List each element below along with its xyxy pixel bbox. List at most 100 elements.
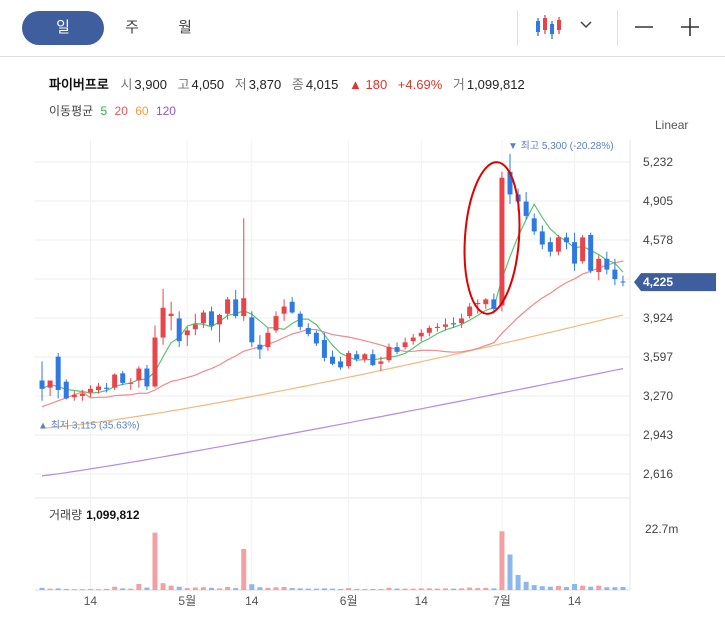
candle-down [531, 218, 537, 232]
candle-up [47, 380, 53, 388]
x-tick-label: 14 [84, 594, 98, 608]
volume-bar [128, 588, 134, 590]
candle-down [313, 332, 319, 344]
current-price-tag [634, 273, 716, 292]
volume-bar [580, 585, 586, 590]
volume-bar [410, 588, 416, 590]
volume-bar [313, 588, 319, 590]
x-tick-label: 7월 [493, 594, 511, 608]
candle-down [208, 311, 214, 326]
low-value: 3,870 [248, 77, 282, 92]
candle-up [362, 354, 368, 360]
volume-bar [394, 588, 400, 590]
toolbar-divider [617, 10, 618, 46]
candle-up [596, 258, 602, 272]
annotation-circle [463, 161, 521, 315]
ma-20-label: 20 [114, 104, 128, 118]
x-tick-label: 14 [568, 594, 582, 608]
plus-icon[interactable] [678, 12, 702, 44]
volume-bar [451, 588, 457, 590]
volume-bar [160, 583, 166, 590]
candle-down [104, 387, 110, 389]
candle-down [289, 301, 295, 313]
candle-up [475, 302, 481, 305]
volume-bar [588, 586, 594, 590]
candle-down [394, 347, 400, 352]
candle-down [63, 381, 69, 399]
close-value: 4,015 [305, 77, 339, 92]
candle-down [297, 313, 303, 327]
volume-bar [55, 588, 61, 590]
change-percent: +4.69% [397, 77, 443, 92]
candle-down [39, 380, 45, 389]
volume-bar [539, 586, 545, 590]
y-tick-label: 4,578 [643, 233, 673, 247]
ma-60-line [41, 314, 624, 429]
open-value: 3,900 [134, 77, 167, 92]
scale-type-button[interactable]: Linear [655, 118, 689, 132]
volume-bar [47, 588, 53, 590]
candle-down [354, 354, 360, 360]
candle-down [491, 299, 497, 309]
price-markers: 4,225 ▼ 최고 5,300 (-20.28%) ▲ 최저 3,115 (35.… [38, 140, 716, 431]
y-tick-label: 2,616 [643, 467, 673, 481]
candle-up [71, 394, 77, 398]
candle-up [434, 326, 440, 329]
volume-bar [184, 588, 190, 590]
volume-bar [136, 583, 142, 590]
period-week-button[interactable]: 주 [125, 19, 139, 36]
volume-bar [346, 588, 352, 590]
volume-bar [200, 587, 206, 590]
volume-bar [273, 587, 279, 590]
candle-up [87, 388, 93, 393]
volume-bar [442, 588, 448, 590]
minus-icon[interactable] [632, 12, 656, 44]
moving-average-legend: 이동평균 5 20 60 120 [49, 102, 180, 119]
volume-bar [354, 588, 360, 590]
candle-up [273, 316, 279, 331]
candle-down [572, 242, 578, 264]
volume-bar [467, 587, 473, 590]
candle-down [370, 354, 376, 365]
x-tick-label: 6월 [340, 594, 358, 608]
candle-down [604, 258, 610, 270]
volume-bar [604, 587, 610, 590]
volume-bar [265, 587, 271, 590]
volume-bar [289, 588, 295, 590]
volume-bar [168, 585, 174, 590]
quote-summary: 파이버프로 시 3,900 고 4,050 저 3,870 종 4,015 ▲ 180 … [49, 74, 532, 93]
candle-up [225, 299, 231, 314]
volume-bar [297, 588, 303, 590]
volume-bar [362, 588, 368, 590]
candle-up [136, 368, 142, 381]
candle-up [442, 324, 448, 327]
candlestick-icon[interactable] [533, 12, 563, 44]
candle-up [483, 299, 489, 305]
volume-bar [434, 588, 440, 590]
x-tick-label: 14 [245, 594, 259, 608]
volume-bar [386, 587, 392, 590]
x-tick-label: 14 [415, 594, 429, 608]
volume-bar [475, 588, 481, 590]
stock-name: 파이버프로 [49, 77, 109, 92]
volume-bar [596, 585, 602, 590]
candle-down [338, 361, 344, 368]
high-value: 4,050 [191, 77, 225, 92]
volume-bar [515, 574, 521, 590]
candle-down [507, 171, 513, 195]
volume-bar [507, 554, 513, 590]
period-day-button[interactable]: 일 [22, 11, 104, 45]
change-value: ▲ 180 [349, 77, 388, 92]
volume-bar [321, 588, 327, 590]
volume-title: 거래량 1,099,812 [49, 506, 140, 523]
candlesticks [39, 153, 626, 401]
period-month-button[interactable]: 월 [178, 19, 192, 36]
volume-bar [523, 581, 529, 590]
chevron-down-icon[interactable] [578, 12, 594, 44]
volume-bar [249, 584, 255, 590]
volume-bar [217, 588, 223, 590]
candle-down [547, 242, 553, 252]
ma-60-label: 60 [135, 104, 149, 118]
volume-title-label: 거래량 [49, 508, 83, 522]
candle-down [451, 323, 457, 325]
